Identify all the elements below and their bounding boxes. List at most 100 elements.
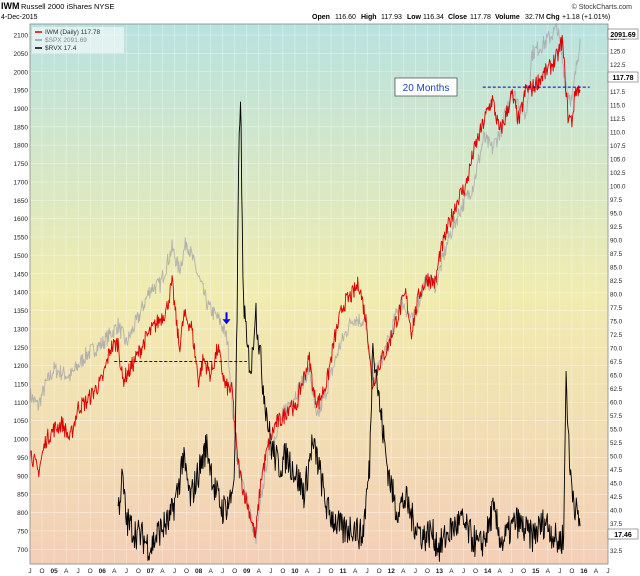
left-tick-label: 1050: [14, 418, 29, 425]
x-tick-label: J: [173, 568, 176, 575]
right-tick-label: 65.0: [610, 373, 623, 380]
plot-frame: [29, 23, 609, 565]
x-tick-label: O: [232, 568, 237, 575]
left-tick-label: 1200: [14, 363, 29, 370]
x-tick-label: A: [112, 568, 117, 575]
x-tick-label: J: [510, 568, 513, 575]
x-tick-label: O: [136, 568, 141, 575]
x-tick-label: 09: [243, 568, 251, 575]
down-arrow-icon: [222, 319, 231, 325]
right-tick-label: 55.0: [610, 427, 623, 434]
left-tick-label: 1450: [14, 271, 29, 278]
right-tick-label: 45.0: [610, 481, 623, 488]
x-tick-label: J: [606, 568, 609, 575]
x-tick-label: A: [208, 568, 213, 575]
x-tick-label: A: [257, 568, 262, 575]
x-tick-label: J: [414, 568, 417, 575]
right-tick-label: 122.5: [610, 62, 626, 69]
iwm-value-tag: [607, 71, 639, 83]
x-tick-label: 12: [388, 568, 396, 575]
left-tick-label: 700: [17, 547, 28, 554]
x-tick-label: A: [594, 568, 599, 575]
right-tick-label: 77.5: [610, 305, 623, 312]
x-tick-label: 16: [580, 568, 588, 575]
x-tick-label: O: [280, 568, 285, 575]
right-tick-label: 80.0: [610, 292, 623, 299]
x-tick-label: 14: [484, 568, 492, 575]
left-tick-label: 1550: [14, 235, 29, 242]
x-tick-label: 07: [147, 568, 155, 575]
watermark: © StockCharts.com: [572, 3, 633, 11]
symbol-label: IWM: [1, 1, 20, 11]
x-tick-label: A: [305, 568, 310, 575]
right-tick-label: 75.0: [610, 319, 623, 326]
x-tick-label: O: [473, 568, 478, 575]
right-tick-label: 50.0: [610, 454, 623, 461]
right-tick-label: 110.0: [610, 130, 626, 137]
right-tick-label: 105.0: [610, 157, 626, 164]
x-tick-label: A: [64, 568, 69, 575]
value-tags: 2091.69 117.78 17.46: [607, 28, 639, 540]
rvx-value-tag: [607, 528, 639, 540]
right-tick-label: 42.5: [610, 494, 623, 501]
x-tick-label: J: [221, 568, 224, 575]
spx-value-text: 2091.69: [610, 32, 635, 39]
x-tick-label: J: [269, 568, 272, 575]
x-tick-label: J: [366, 568, 369, 575]
x-tick-label: 06: [99, 568, 107, 575]
left-tick-label: 1850: [14, 124, 29, 131]
x-tick-label: J: [28, 568, 31, 575]
right-tick-label: 92.5: [610, 224, 623, 231]
x-tick-label: 08: [195, 568, 203, 575]
right-tick-label: 70.0: [610, 346, 623, 353]
x-tick-label: O: [329, 568, 334, 575]
left-tick-label: 1300: [14, 326, 29, 333]
open-value: 116.60: [335, 14, 356, 21]
left-tick-label: 1400: [14, 290, 29, 297]
right-tick-label: 32.5: [610, 548, 623, 555]
right-tick-label: 37.5: [610, 521, 623, 528]
right-tick-label: 47.5: [610, 467, 623, 474]
high-label: High: [361, 14, 377, 21]
legend-item-rvx: $RVX 17.4: [45, 45, 77, 52]
left-tick-label: 1700: [14, 179, 29, 186]
x-tick-label: 05: [50, 568, 58, 575]
x-tick-label: O: [521, 568, 526, 575]
x-tick-label: 13: [436, 568, 444, 575]
x-tick-label: A: [546, 568, 551, 575]
x-tick-label: 10: [291, 568, 299, 575]
right-tick-label: 72.5: [610, 332, 623, 339]
right-tick-label: 62.5: [610, 386, 623, 393]
x-tick-label: A: [353, 568, 358, 575]
x-tick-label: O: [40, 568, 45, 575]
right-tick-label: 52.5: [610, 440, 623, 447]
x-tick-label: J: [462, 568, 465, 575]
left-tick-label: 1800: [14, 143, 29, 150]
x-tick-label: O: [184, 568, 189, 575]
security-name: Russell 2000 iShares NYSE: [21, 2, 114, 11]
right-tick-label: 82.5: [610, 278, 623, 285]
right-tick-label: 112.5: [610, 116, 626, 123]
left-tick-label: 1600: [14, 216, 29, 223]
legend-item-spx: $SPX 2091.69: [45, 37, 87, 44]
x-tick-label: J: [317, 568, 320, 575]
volume-label: Volume: [495, 14, 520, 21]
high-value: 117.93: [381, 14, 402, 21]
iwm-value-text: 117.78: [612, 75, 633, 82]
left-tick-label: 950: [17, 455, 28, 462]
chg-value: +1.18 (+1.01%): [562, 14, 610, 21]
right-tick-label: 67.5: [610, 359, 623, 366]
open-label: Open: [312, 14, 330, 21]
overlays: [114, 86, 590, 362]
left-tick-label: 1100: [14, 400, 28, 407]
quote-row: Open 116.60 High 117.93 Low 116.34 Close…: [312, 14, 610, 21]
x-tick-label: J: [125, 568, 128, 575]
close-value: 117.78: [470, 14, 491, 21]
left-tick-label: 1950: [14, 88, 29, 95]
x-tick-label: A: [449, 568, 454, 575]
legend-item-iwm: IWM (Daily) 117.78: [45, 29, 101, 36]
annotation: 20 Months: [394, 77, 458, 97]
annotation-text: 20 Months: [403, 83, 450, 94]
